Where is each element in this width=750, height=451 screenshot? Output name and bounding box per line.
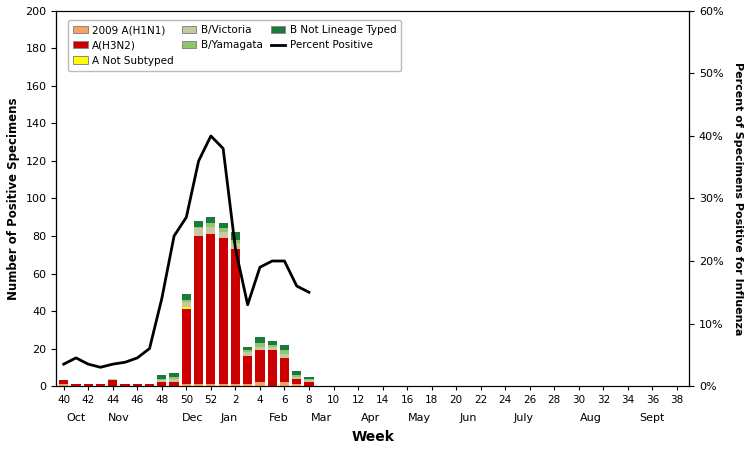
Percent Positive: [170, 233, 178, 239]
Bar: [108, 380, 117, 386]
Bar: [231, 244, 240, 249]
Bar: [243, 384, 252, 386]
Bar: [182, 302, 191, 307]
Bar: [194, 221, 203, 226]
Line: Percent Positive: Percent Positive: [64, 136, 309, 367]
Bar: [243, 350, 252, 352]
Bar: [231, 384, 240, 386]
Bar: [292, 377, 302, 378]
Percent Positive: [256, 265, 265, 270]
Percent Positive: [280, 258, 289, 264]
Percent Positive: [292, 283, 302, 289]
Bar: [268, 350, 277, 386]
Bar: [255, 337, 265, 343]
Bar: [182, 307, 191, 309]
Bar: [231, 240, 240, 244]
Bar: [194, 229, 203, 236]
Bar: [59, 380, 68, 384]
Bar: [218, 232, 228, 238]
Percent Positive: [108, 361, 117, 367]
Bar: [255, 347, 265, 350]
Bar: [158, 382, 166, 386]
Percent Positive: [133, 355, 142, 361]
Bar: [304, 382, 313, 386]
Bar: [182, 309, 191, 384]
Bar: [292, 378, 302, 384]
X-axis label: Week: Week: [351, 430, 394, 444]
Percent Positive: [84, 361, 93, 367]
Percent Positive: [268, 258, 277, 264]
Bar: [182, 384, 191, 386]
Bar: [194, 226, 203, 229]
Bar: [231, 249, 240, 384]
Percent Positive: [194, 158, 203, 164]
Bar: [71, 384, 80, 386]
Bar: [218, 384, 228, 386]
Bar: [84, 384, 93, 386]
Percent Positive: [182, 215, 190, 220]
Bar: [108, 378, 117, 380]
Bar: [206, 234, 215, 384]
Bar: [218, 229, 228, 232]
Bar: [170, 382, 178, 386]
Y-axis label: Number of Positive Specimens: Number of Positive Specimens: [7, 97, 20, 300]
Bar: [280, 382, 289, 386]
Bar: [206, 384, 215, 386]
Percent Positive: [96, 364, 105, 370]
Bar: [96, 384, 105, 386]
Y-axis label: Percent of Specimens Positive for Influenza: Percent of Specimens Positive for Influe…: [733, 62, 743, 335]
Percent Positive: [145, 346, 154, 351]
Bar: [121, 384, 130, 386]
Bar: [59, 384, 68, 386]
Bar: [194, 236, 203, 384]
Bar: [292, 384, 302, 386]
Bar: [194, 384, 203, 386]
Bar: [255, 350, 265, 382]
Percent Positive: [231, 246, 240, 251]
Bar: [158, 375, 166, 378]
Bar: [145, 384, 154, 386]
Percent Positive: [121, 359, 130, 365]
Percent Positive: [243, 302, 252, 308]
Bar: [158, 380, 166, 382]
Bar: [255, 382, 265, 386]
Bar: [218, 238, 228, 384]
Percent Positive: [219, 146, 228, 151]
Bar: [218, 223, 228, 229]
Bar: [243, 352, 252, 356]
Percent Positive: [206, 133, 215, 138]
Bar: [182, 300, 191, 302]
Bar: [206, 223, 215, 226]
Legend: 2009 A(H1N1), A(H3N2), A Not Subtyped, B/Victoria, B/Yamagata, B Not Lineage Typ: 2009 A(H1N1), A(H3N2), A Not Subtyped, B…: [68, 20, 401, 71]
Bar: [206, 226, 215, 234]
Bar: [170, 377, 178, 378]
Bar: [170, 373, 178, 377]
Bar: [280, 358, 289, 382]
Bar: [170, 378, 178, 382]
Bar: [268, 341, 277, 345]
Bar: [304, 378, 313, 380]
Bar: [255, 343, 265, 347]
Bar: [268, 347, 277, 350]
Bar: [304, 377, 313, 378]
Bar: [304, 380, 313, 382]
Bar: [133, 384, 142, 386]
Bar: [182, 294, 191, 300]
Bar: [231, 232, 240, 240]
Bar: [158, 378, 166, 380]
Percent Positive: [59, 361, 68, 367]
Bar: [292, 375, 302, 377]
Bar: [280, 345, 289, 350]
Bar: [243, 356, 252, 384]
Bar: [292, 371, 302, 375]
Bar: [206, 217, 215, 223]
Bar: [280, 350, 289, 354]
Bar: [268, 345, 277, 347]
Bar: [243, 347, 252, 350]
Bar: [280, 354, 289, 358]
Percent Positive: [71, 355, 80, 361]
Percent Positive: [304, 290, 313, 295]
Percent Positive: [158, 296, 166, 301]
